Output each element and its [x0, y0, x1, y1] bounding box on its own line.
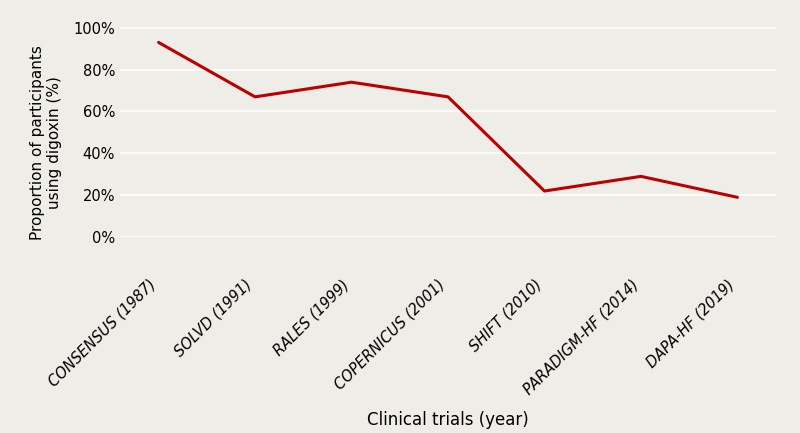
Bar [120, 237, 776, 268]
X-axis label: Clinical trials (year): Clinical trials (year) [367, 411, 529, 430]
Y-axis label: Proportion of participants
using digoxin (%): Proportion of participants using digoxin… [30, 45, 62, 240]
